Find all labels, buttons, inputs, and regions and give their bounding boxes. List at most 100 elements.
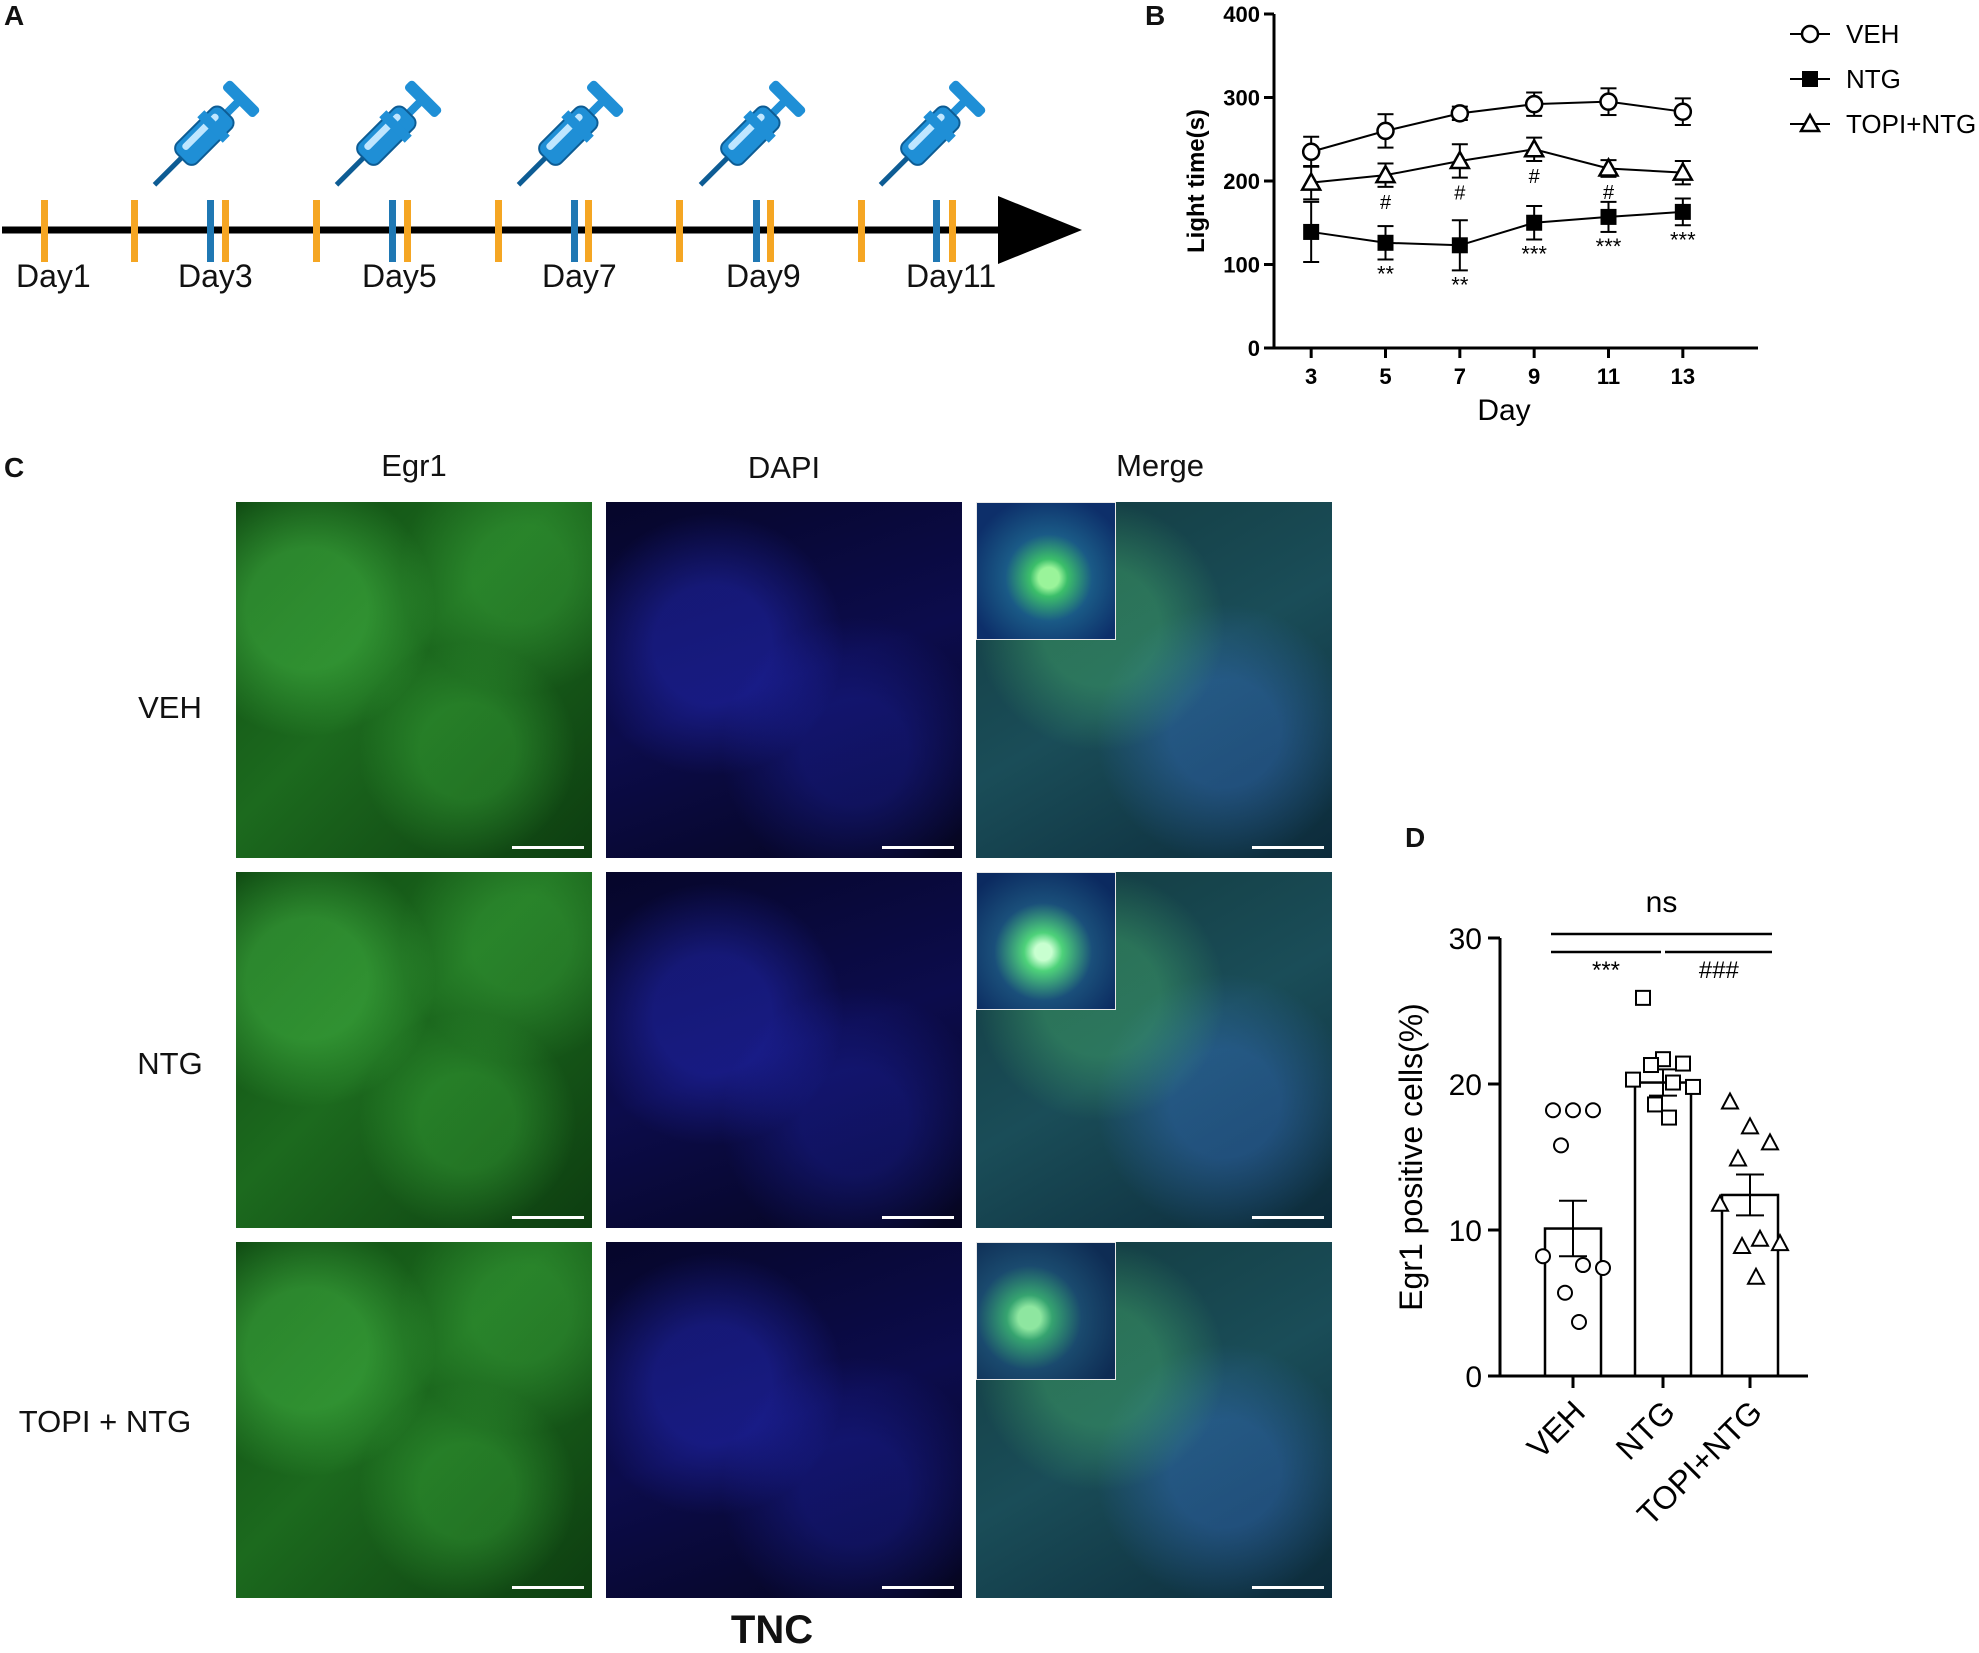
data-point — [1303, 223, 1320, 240]
column-header-merge: Merge — [1116, 448, 1204, 483]
data-point — [1535, 1248, 1551, 1265]
data-point — [1450, 104, 1470, 123]
data-point — [1720, 1091, 1740, 1110]
y-tick-label: 10 — [1449, 1215, 1482, 1248]
data-point — [1770, 1233, 1790, 1252]
timeline-tick-orange — [313, 200, 320, 262]
row-header-topi-ntg: TOPI + NTG — [18, 1404, 192, 1439]
column-header-egr1: Egr1 — [381, 448, 447, 483]
scale-bar — [1252, 1586, 1324, 1589]
row-header-veh: VEH — [138, 690, 202, 725]
significance-annotation: *** — [1670, 227, 1696, 252]
data-point — [1671, 161, 1694, 181]
series-line — [1311, 148, 1683, 184]
y-tick-label: 400 — [1223, 2, 1260, 27]
timeline-tick-orange — [131, 200, 138, 262]
data-point — [1374, 163, 1397, 184]
micrograph-dapi-veh — [606, 502, 962, 858]
x-tick-label: 7 — [1454, 364, 1466, 389]
significance-annotation: # — [1529, 166, 1541, 188]
x-tick-label: 11 — [1597, 364, 1620, 389]
data-point — [1585, 1102, 1601, 1119]
timeline-tick-orange — [222, 200, 229, 262]
zoom-inset — [976, 502, 1116, 640]
significance-annotation: ** — [1377, 261, 1395, 286]
significance-label: ns — [1646, 886, 1678, 919]
y-axis-label: Egr1 positive cells(%) — [1393, 1003, 1429, 1311]
data-point — [1565, 1102, 1581, 1119]
data-point — [1448, 149, 1471, 170]
significance-annotation: *** — [1596, 234, 1622, 259]
x-tick-label: 9 — [1528, 364, 1540, 389]
data-point — [1301, 142, 1321, 162]
timeline-day-label: Day1 — [16, 258, 91, 294]
micrograph-dapi-ntg — [606, 872, 962, 1228]
panel-label-b: B — [1145, 0, 1166, 31]
timeline-day-label: Day11 — [906, 258, 997, 294]
region-label-tnc: TNC — [730, 1608, 814, 1652]
y-tick-label: 0 — [1465, 1361, 1482, 1394]
y-axis-label: Light time(s) — [1183, 109, 1210, 253]
x-tick-label: NTG — [1609, 1393, 1682, 1466]
timeline-day-label: Day3 — [178, 258, 253, 294]
syringe-icon — [516, 80, 624, 187]
timeline-tick-orange — [767, 200, 774, 262]
zoom-inset — [976, 1242, 1116, 1380]
data-point — [1665, 1074, 1681, 1091]
data-point — [1523, 137, 1546, 158]
legend-marker — [1802, 71, 1818, 87]
timeline-diagram — [2, 80, 1082, 264]
micrograph-egr1-ntg — [236, 872, 592, 1228]
series-line — [1311, 210, 1683, 247]
data-point — [1557, 1284, 1573, 1301]
scale-bar — [882, 846, 954, 849]
x-tick-label: 5 — [1379, 364, 1391, 389]
data-point — [1750, 1228, 1770, 1247]
data-point — [1377, 234, 1394, 251]
data-point — [1746, 1266, 1766, 1285]
significance-label: *** — [1592, 957, 1620, 984]
data-point — [1635, 989, 1651, 1006]
timeline-tick-blue — [571, 200, 578, 262]
legend-marker — [1800, 24, 1820, 44]
scale-bar — [882, 1216, 954, 1219]
scale-bar — [512, 1216, 584, 1219]
data-point — [1553, 1137, 1569, 1154]
micrograph-merge-ntg — [976, 872, 1332, 1228]
data-point — [1376, 121, 1395, 141]
y-tick-label: 200 — [1223, 169, 1260, 194]
y-tick-label: 100 — [1223, 253, 1260, 278]
scale-bar — [512, 1586, 584, 1589]
scale-bar — [512, 846, 584, 849]
panel-label-d: D — [1405, 822, 1426, 853]
timeline-tick-orange — [858, 200, 865, 262]
significance-annotation: # — [1380, 192, 1392, 214]
timeline-tick-blue — [389, 200, 396, 262]
timeline-tick-blue — [933, 200, 940, 262]
x-tick-label: 13 — [1671, 364, 1695, 389]
data-point — [1571, 1313, 1587, 1330]
data-point — [1674, 203, 1691, 220]
x-tick-label: 3 — [1305, 364, 1317, 389]
data-point — [1451, 237, 1468, 254]
timeline-tick-orange — [404, 200, 411, 262]
significance-annotation: *** — [1521, 241, 1547, 266]
significance-annotation: # — [1603, 182, 1615, 204]
micrograph-merge-veh — [976, 502, 1332, 858]
scale-bar — [1252, 846, 1324, 849]
x-tick-label: VEH — [1520, 1393, 1592, 1465]
data-point — [1661, 1109, 1677, 1126]
legend-label: VEH — [1846, 19, 1899, 49]
significance-annotation: # — [1454, 183, 1466, 205]
data-point — [1575, 1257, 1591, 1274]
syringe-icon — [878, 80, 986, 187]
panel-label-a: A — [4, 0, 25, 31]
timeline-tick-orange — [676, 200, 683, 262]
data-point — [1728, 1148, 1748, 1167]
significance-label: ### — [1698, 957, 1739, 984]
legend-label: NTG — [1846, 64, 1901, 94]
significance-annotation: ** — [1451, 272, 1469, 297]
timeline-tick-orange — [949, 200, 956, 262]
x-axis-label: Day — [1477, 394, 1530, 427]
micrograph-dapi-topi-ntg — [606, 1242, 962, 1598]
